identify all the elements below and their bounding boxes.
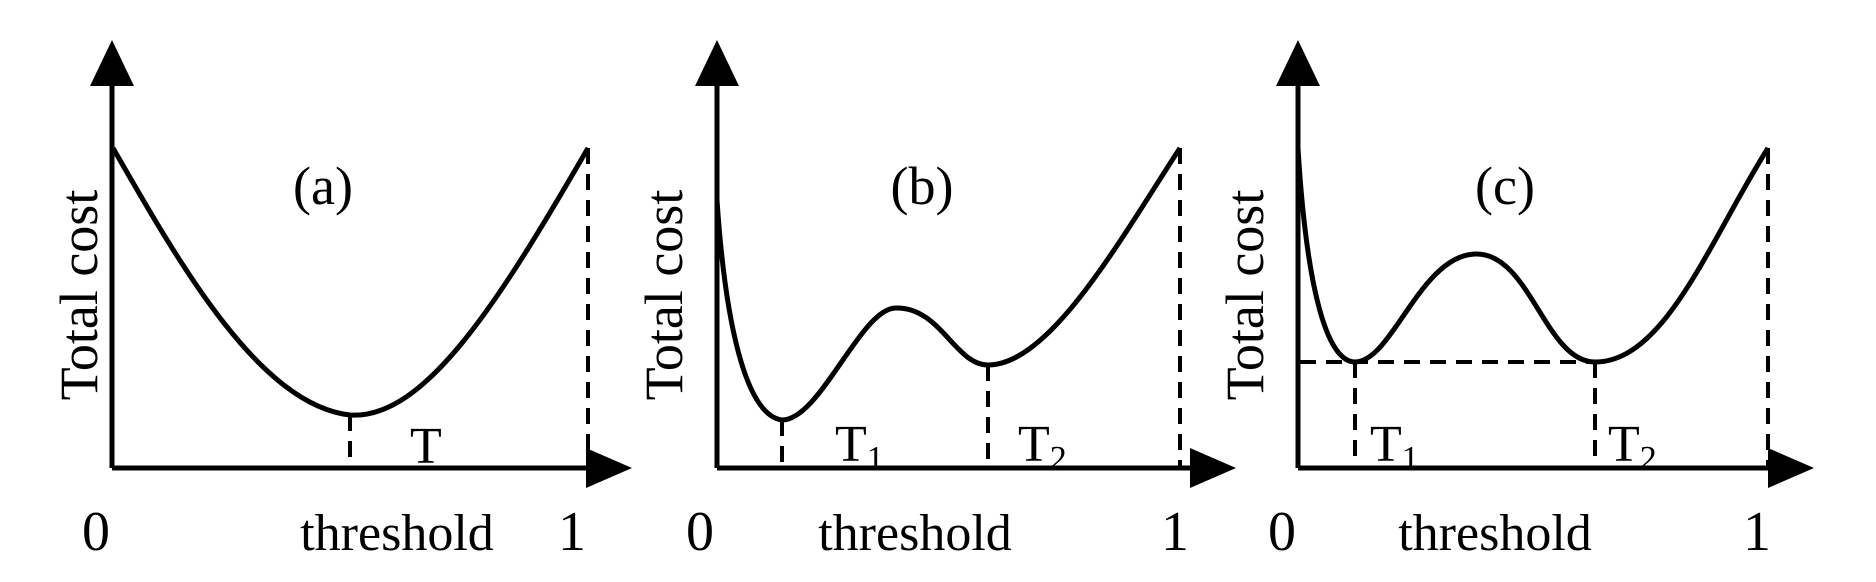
panel-c-x-label: threshold <box>1398 505 1592 562</box>
panel-a-label: (a) <box>293 156 353 216</box>
panel-c-marker-t2: T2 <box>1608 416 1657 477</box>
panel-c-y-axis-arrow <box>1276 40 1320 86</box>
panel-b-label: (b) <box>891 156 954 216</box>
panel-b-y-axis-arrow <box>695 40 739 86</box>
panel-c-x-end: 1 <box>1743 501 1771 563</box>
panel-a-marker-t: T <box>410 418 442 475</box>
panel-b-x-axis-arrow <box>1190 448 1236 488</box>
panel-b-x-start: 0 <box>686 501 714 563</box>
panel-a-x-end: 1 <box>558 501 586 563</box>
panel-a-x-start: 0 <box>82 501 110 563</box>
panel-b-marker-t1: T1 <box>835 416 884 477</box>
panel-c: (c) Total cost 0 threshold 1 T1 T2 <box>1215 40 1814 563</box>
panel-a-y-axis-arrow <box>90 40 134 86</box>
panel-b: (b) Total cost 0 threshold 1 T1 T2 <box>634 40 1236 563</box>
panel-c-label: (c) <box>1475 156 1535 216</box>
panel-b-x-label: threshold <box>818 505 1012 562</box>
panel-b-cost-curve <box>714 146 1183 423</box>
panel-c-cost-curve <box>1295 146 1771 365</box>
panel-c-y-label: Total cost <box>1215 190 1275 401</box>
panel-a-x-axis-arrow <box>586 448 632 488</box>
panel-c-x-axis-arrow <box>1768 448 1814 488</box>
panel-a-y-label: Total cost <box>49 190 109 401</box>
panel-b-y-label: Total cost <box>634 190 694 401</box>
panel-c-marker-t1: T1 <box>1370 416 1419 477</box>
panel-a: (a) Total cost 0 threshold 1 T <box>49 40 632 563</box>
panel-a-x-label: threshold <box>300 505 494 562</box>
panel-b-x-end: 1 <box>1161 501 1189 563</box>
panel-b-marker-t2: T2 <box>1018 416 1067 477</box>
panel-c-x-start: 0 <box>1268 501 1296 563</box>
